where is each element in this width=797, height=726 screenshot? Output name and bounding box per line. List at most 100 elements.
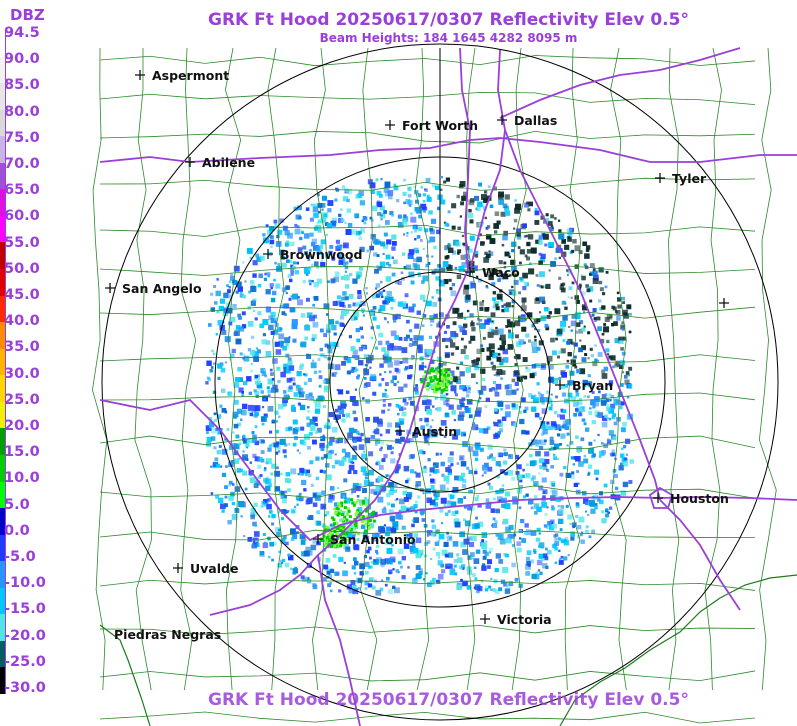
echo-pixel <box>447 456 454 463</box>
echo-pixel <box>417 226 423 232</box>
echo-pixel <box>610 479 615 485</box>
echo-pixel <box>409 337 413 342</box>
echo-pixel <box>275 451 279 455</box>
echo-pixel <box>526 256 530 261</box>
echo-pixel <box>438 363 443 368</box>
echo-pixel <box>494 211 500 216</box>
echo-pixel <box>251 431 255 435</box>
echo-pixel <box>540 423 546 429</box>
echo-pixel <box>548 425 553 431</box>
echo-pixel <box>621 296 625 301</box>
echo-pixel <box>462 330 467 335</box>
echo-pixel <box>550 404 553 407</box>
echo-pixel <box>441 267 446 272</box>
echo-pixel <box>553 534 557 538</box>
echo-pixel <box>618 465 624 471</box>
echo-pixel <box>453 564 457 568</box>
echo-pixel <box>420 294 426 300</box>
echo-pixel <box>385 254 391 260</box>
echo-pixel <box>270 311 276 317</box>
echo-pixel <box>311 242 316 247</box>
echo-pixel <box>397 214 402 219</box>
echo-pixel <box>391 246 396 251</box>
echo-pixel <box>598 299 602 303</box>
echo-pixel <box>247 404 254 411</box>
echo-pixel <box>408 306 415 313</box>
echo-pixel <box>417 193 422 197</box>
echo-pixel <box>625 371 630 375</box>
echo-pixel <box>456 462 460 465</box>
echo-pixel <box>429 425 433 429</box>
echo-pixel <box>359 326 363 331</box>
echo-pixel <box>457 312 464 319</box>
echo-pixel <box>446 255 450 259</box>
echo-pixel <box>230 295 233 298</box>
echo-pixel <box>382 392 387 398</box>
echo-pixel <box>320 456 324 460</box>
echo-pixel <box>541 401 545 405</box>
echo-pixel <box>443 435 447 438</box>
echo-pixel <box>367 583 372 588</box>
echo-pixel <box>419 378 423 381</box>
echo-pixel <box>503 518 509 525</box>
echo-pixel <box>624 379 630 385</box>
echo-pixel <box>460 402 465 408</box>
echo-pixel <box>608 355 612 359</box>
echo-pixel <box>485 226 489 230</box>
echo-pixel <box>281 561 284 564</box>
echo-pixel <box>396 429 402 436</box>
echo-pixel <box>279 327 283 331</box>
echo-pixel <box>538 544 541 548</box>
echo-pixel <box>622 422 627 427</box>
echo-pixel <box>319 469 323 473</box>
echo-pixel <box>380 558 387 565</box>
echo-pixel <box>311 334 317 340</box>
echo-pixel <box>261 501 266 505</box>
echo-pixel <box>559 443 562 446</box>
echo-pixel <box>383 454 388 459</box>
echo-pixel <box>508 524 514 530</box>
echo-pixel <box>252 299 256 304</box>
echo-pixel <box>394 587 400 594</box>
echo-pixel <box>347 304 352 308</box>
echo-pixel <box>276 235 280 239</box>
echo-pixel <box>391 234 397 240</box>
echo-pixel <box>569 441 574 445</box>
echo-pixel <box>396 464 401 469</box>
echo-pixel <box>328 341 334 347</box>
echo-pixel <box>406 319 410 324</box>
echo-pixel <box>421 467 428 474</box>
echo-pixel <box>342 570 348 576</box>
echo-pixel <box>307 258 311 261</box>
echo-pixel <box>429 473 432 477</box>
echo-pixel <box>583 311 586 314</box>
echo-pixel <box>475 516 478 520</box>
echo-pixel <box>408 271 415 278</box>
echo-pixel <box>559 425 563 429</box>
echo-pixel <box>428 335 432 339</box>
echo-pixel <box>293 261 296 265</box>
echo-pixel <box>341 448 346 453</box>
echo-pixel <box>462 580 468 587</box>
echo-pixel <box>309 217 314 222</box>
echo-pixel <box>321 490 326 495</box>
echo-pixel <box>378 193 383 198</box>
echo-pixel <box>454 521 461 528</box>
echo-pixel <box>560 505 564 509</box>
echo-pixel <box>343 403 347 407</box>
echo-pixel <box>534 328 537 331</box>
echo-pixel <box>369 481 374 486</box>
echo-pixel <box>276 445 281 450</box>
echo-pixel <box>467 399 473 405</box>
echo-pixel <box>441 176 443 179</box>
echo-pixel <box>414 264 420 271</box>
echo-pixel <box>605 270 609 274</box>
echo-pixel <box>287 232 293 239</box>
echo-pixel <box>436 579 441 584</box>
echo-pixel <box>356 538 360 541</box>
echo-pixel <box>441 522 444 525</box>
echo-pixel <box>546 506 549 509</box>
echo-pixel <box>360 335 364 339</box>
echo-pixel <box>582 241 587 246</box>
echo-pixel <box>559 414 565 420</box>
